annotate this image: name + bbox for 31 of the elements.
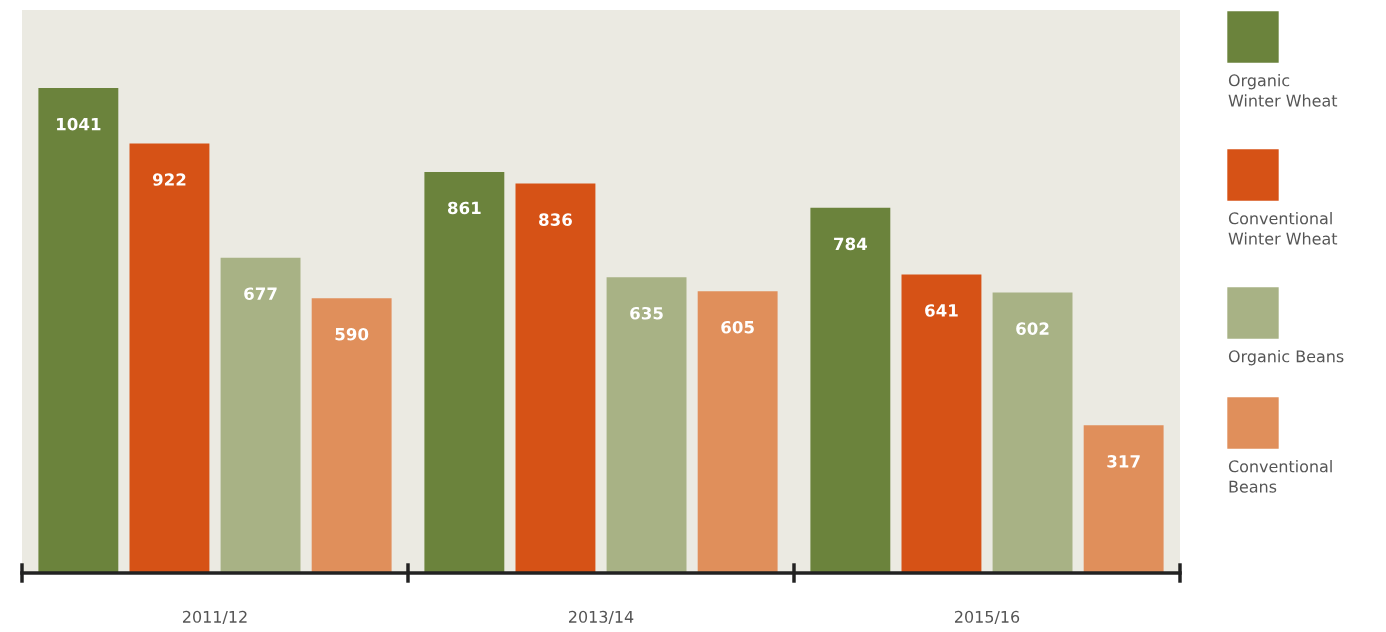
data-label: 605: [721, 320, 754, 334]
data-label: 317: [1107, 455, 1140, 468]
x-tick-label: 2013/14: [568, 610, 634, 625]
bar: [129, 143, 210, 573]
bar: [1083, 425, 1164, 573]
data-label: 836: [539, 213, 572, 226]
data-label: 590: [335, 327, 369, 341]
x-tick-label: 2011/12: [182, 610, 247, 625]
text: Organic Winter Wheat: [1228, 74, 1338, 107]
text: Conventional Winter Wheat: [1228, 212, 1338, 245]
bar: [311, 298, 392, 573]
bar: [606, 277, 687, 573]
data-label: 677: [244, 287, 277, 300]
data-label: 861: [447, 201, 481, 215]
data-label: 922: [152, 173, 186, 186]
bar: [220, 257, 301, 573]
bar: [810, 207, 891, 573]
bar: [992, 292, 1073, 573]
bar: [515, 183, 596, 573]
data-label: 784: [834, 237, 867, 251]
bar: [901, 274, 982, 573]
x-tick-label: 2015/16: [954, 610, 1020, 625]
text: Conventional Beans: [1228, 460, 1332, 493]
data-label: 602: [1016, 322, 1049, 335]
data-label: 1041: [57, 117, 101, 131]
data-label: 641: [925, 304, 958, 317]
data-label: 635: [630, 306, 663, 320]
text: Organic Beans: [1228, 350, 1344, 366]
bar: [38, 88, 119, 573]
bar: [424, 171, 505, 573]
bar: [697, 291, 778, 573]
